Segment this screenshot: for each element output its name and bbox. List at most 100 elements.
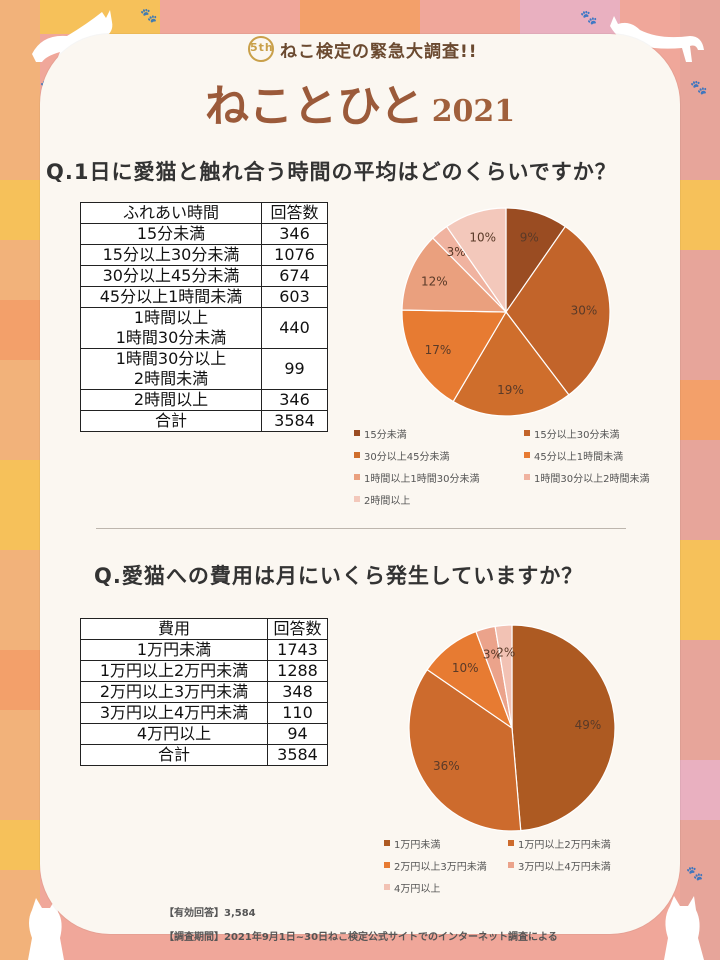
legend-item: 4万円以上: [384, 876, 508, 898]
pie-slice: [401, 309, 508, 403]
table-cell-label: 2万円以上3万円未満: [80, 681, 268, 703]
table-cell-label: 1時間以上 1時間30分未満: [80, 307, 262, 349]
pie-data-label: 12%: [421, 274, 448, 288]
table-cell-count: 110: [267, 702, 328, 724]
legend-swatch: [354, 496, 360, 502]
table-cell-count: 674: [261, 265, 328, 287]
table-cell-label: 4万円以上: [80, 723, 268, 745]
table-cell-count: 1076: [261, 244, 328, 266]
table-row: 1万円以上2万円未満 1288: [80, 660, 328, 682]
legend-swatch: [354, 430, 360, 436]
paw-icon: 🐾: [686, 866, 704, 882]
table-cell-count: 440: [261, 307, 328, 349]
legend-item: 2時間以上: [354, 488, 524, 510]
legend-item: 1時間30分以上2時間未満: [524, 466, 674, 488]
survey-period: 【調査期間】2021年9月1日~30日ねこ検定公式サイトでのインターネット調査に…: [164, 932, 558, 943]
pie-slice: [511, 624, 616, 832]
table-cell-count: 1288: [267, 660, 328, 682]
legend-swatch: [384, 840, 390, 846]
survey-badge: 5th ねこ検定の緊急大調査!!: [248, 36, 478, 62]
table-cell-label: 1万円未満: [80, 639, 268, 661]
legend-swatch: [524, 452, 530, 458]
table-cell-label: 3万円以上4万円未満: [80, 702, 268, 724]
table-row: 3万円以上4万円未満 110: [80, 702, 328, 724]
table-row: 1時間30分以上 2時間未満 99: [80, 348, 328, 390]
valid-responses: 【有効回答】3,584: [164, 908, 256, 919]
legend-label: 30分以上45分未満: [364, 451, 450, 463]
q2-table: 費用 回答数 1万円未満 1743 1万円以上2万円未満 1288 2万円以上3万円未満…: [80, 618, 328, 766]
pie-data-label: 3%: [447, 245, 466, 259]
legend-label: 1時間30分以上2時間未満: [534, 473, 650, 485]
table-cell-count: 348: [267, 681, 328, 703]
pie-data-label: 3%: [483, 648, 502, 662]
table-row: 4万円以上 94: [80, 723, 328, 745]
table-cell-count: 3584: [267, 744, 328, 766]
table-cell-label: 合計: [80, 410, 262, 432]
legend-swatch: [524, 474, 530, 480]
paw-icon: 🐾: [140, 8, 158, 24]
question-2: Q.愛猫への費用は月にいくら発生していますか？: [94, 564, 584, 588]
legend-label: 3万円以上4万円未満: [518, 861, 611, 873]
pie-data-label: 17%: [425, 343, 452, 357]
legend-swatch: [524, 430, 530, 436]
pie-data-label: 2%: [496, 645, 515, 659]
table-cell-label: 15分以上30分未満: [80, 244, 262, 266]
cat-illustration-icon: [32, 10, 113, 62]
q2-legend: 1万円未満 1万円以上2万円未満 2万円以上3万円未満 3万円以上4万円未満 4万円以上: [384, 832, 638, 898]
table-cell-count: 346: [261, 389, 328, 411]
table-row: 30分以上45分未満 674: [80, 265, 328, 287]
legend-item: 15分以上30分未満: [524, 422, 674, 444]
q1-legend: 15分未満 15分以上30分未満 30分以上45分未満 45分以上1時間未満 1時間以上…: [354, 422, 674, 510]
badge-text: ねこ検定の緊急大調査!!: [280, 41, 478, 62]
legend-item: 1万円未満: [384, 832, 508, 854]
legend-label: 2時間以上: [364, 495, 411, 507]
pie-slice: [408, 668, 522, 832]
pie-data-label: 30%: [571, 303, 598, 317]
table-header: ふれあい時間: [80, 202, 262, 224]
pie-data-label: 19%: [497, 383, 524, 397]
stripe: [300, 0, 420, 34]
stripe: [680, 380, 720, 440]
stripe: [0, 650, 40, 710]
legend-item: 1時間以上1時間30分未満: [354, 466, 524, 488]
paw-icon: 🐾: [580, 10, 598, 26]
table-cell-count: 346: [261, 223, 328, 245]
table-cell-label: 1万円以上2万円未満: [80, 660, 268, 682]
legend-label: 15分未満: [364, 429, 407, 441]
pie-data-label: 10%: [452, 661, 479, 675]
cat-illustration-icon: [28, 898, 64, 960]
page-title: ねことひと 2021: [205, 70, 515, 134]
legend-label: 1万円以上2万円未満: [518, 839, 611, 851]
legend-swatch: [354, 452, 360, 458]
title-text: ねことひと: [205, 81, 424, 132]
legend-label: 2万円以上3万円未満: [394, 861, 487, 873]
q1-table: ふれあい時間 回答数 15分未満 346 15分以上30分未満 1076 30分以上45…: [80, 202, 328, 432]
table-row: 合計 3584: [80, 410, 328, 432]
pie-data-label: 10%: [469, 231, 496, 245]
legend-label: 1万円未満: [394, 839, 441, 851]
legend-swatch: [508, 840, 514, 846]
pie-slice: [445, 207, 507, 314]
pie-data-label: 49%: [575, 718, 602, 732]
legend-swatch: [354, 474, 360, 480]
stripe: [0, 820, 40, 870]
pie-slice: [494, 624, 513, 729]
legend-item: 45分以上1時間未満: [524, 444, 674, 466]
table-cell-label: 1時間30分以上 2時間未満: [80, 348, 262, 390]
table-row: 2時間以上 346: [80, 389, 328, 411]
stripe: [520, 0, 620, 34]
table-cell-label: 15分未満: [80, 223, 262, 245]
legend-label: 15分以上30分未満: [534, 429, 620, 441]
question-1: Q.1日に愛猫と触れ合う時間の平均はどのくらいですか？: [46, 160, 617, 184]
legend-item: 15分未満: [354, 422, 524, 444]
table-cell-label: 30分以上45分未満: [80, 265, 262, 287]
pie-slice: [401, 237, 508, 313]
q1-pie-chart: 9% 30% 19% 17% 12% 3%10%: [401, 207, 611, 417]
legend-swatch: [384, 884, 390, 890]
table-cell-count: 1743: [267, 639, 328, 661]
table-row: 2万円以上3万円未満 348: [80, 681, 328, 703]
table-row: 45分以上1時間未満 603: [80, 286, 328, 308]
table-header: 費用: [80, 618, 268, 640]
title-year: 2021: [431, 94, 516, 129]
stripe: [680, 540, 720, 640]
